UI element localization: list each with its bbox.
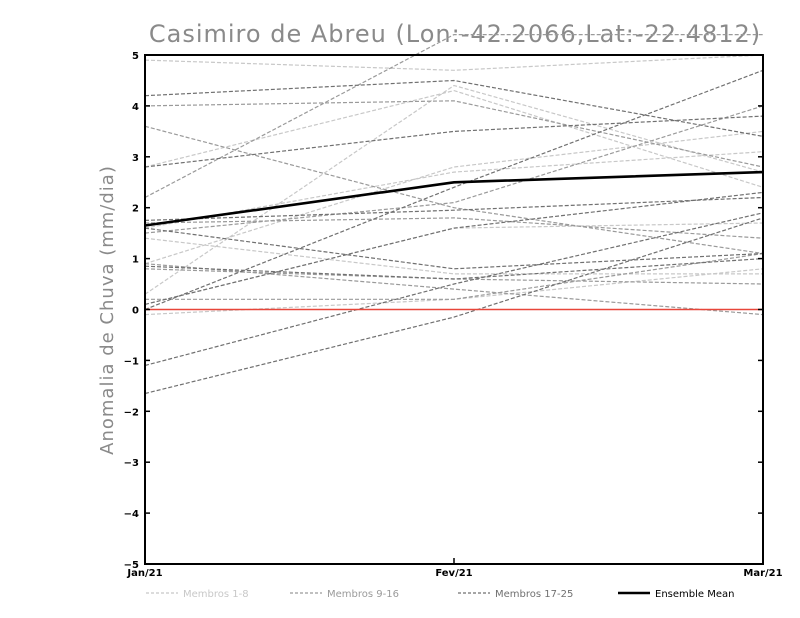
y-tick-label: −5	[124, 560, 139, 571]
member-series-line-16	[144, 263, 764, 316]
y-tick-label: 5	[132, 51, 139, 62]
y-tick-label: 3	[132, 153, 139, 164]
member-series-line-23	[144, 196, 764, 221]
y-tick-label: 1	[132, 255, 139, 266]
member-series-line-22	[144, 69, 764, 311]
member-series-line-11	[144, 34, 763, 199]
member-series-line-3	[144, 54, 764, 71]
member-series-line-5	[144, 89, 764, 188]
legend-item: Membros 1-8	[146, 589, 249, 600]
member-series-line-15	[144, 217, 764, 239]
member-series-line-14	[145, 252, 764, 300]
member-series-line-2	[144, 130, 764, 265]
member-series-line-25	[144, 191, 764, 305]
member-series-line-18	[144, 115, 764, 168]
y-ticks: −5 −4 −3 −2 −1 0 1 2 3 4 5	[124, 51, 763, 571]
member-series-line-19	[144, 227, 764, 270]
y-tick-label: 0	[132, 306, 139, 317]
y-tick-label: 4	[132, 102, 139, 113]
member-series-line-17	[144, 79, 764, 137]
x-tick-label: Jan/21	[126, 568, 162, 579]
ensemble-mean-line	[144, 170, 764, 227]
x-tick-label: Mar/21	[743, 568, 782, 579]
member-series-line-10	[144, 125, 764, 255]
member-series-group	[144, 34, 764, 395]
legend-label: Membros 1-8	[183, 589, 249, 600]
legend-item: Membros 17-25	[458, 589, 573, 600]
legend-label: Membros 9-16	[327, 589, 399, 600]
y-tick-label: −4	[124, 509, 139, 520]
member-series-line-9	[144, 100, 764, 168]
x-ticks: Jan/21 Fev/21 Mar/21	[126, 558, 783, 579]
y-tick-label: −1	[124, 356, 139, 367]
member-series-line-24	[144, 258, 764, 280]
member-series-line-21	[144, 217, 764, 395]
legend-item: Ensemble Mean	[618, 589, 734, 600]
legend: Membros 1-8 Membros 9-16 Membros 17-25 Ense…	[146, 589, 734, 600]
member-series-line-1	[144, 84, 764, 295]
legend-item: Membros 9-16	[290, 589, 399, 600]
y-axis-label: Anomalia de Chuva (mm/dia)	[97, 165, 118, 455]
member-series-line-7	[144, 268, 764, 316]
member-series-line-12	[144, 105, 764, 234]
legend-label: Membros 17-25	[495, 589, 573, 600]
member-series-line-6	[144, 237, 763, 275]
x-tick-label: Fev/21	[435, 568, 472, 579]
y-tick-label: 2	[132, 204, 139, 215]
y-tick-label: −2	[124, 407, 139, 418]
legend-label: Ensemble Mean	[655, 589, 734, 600]
member-series-line-20	[144, 212, 764, 367]
member-series-line-8	[144, 151, 764, 229]
y-tick-label: −3	[124, 458, 139, 469]
